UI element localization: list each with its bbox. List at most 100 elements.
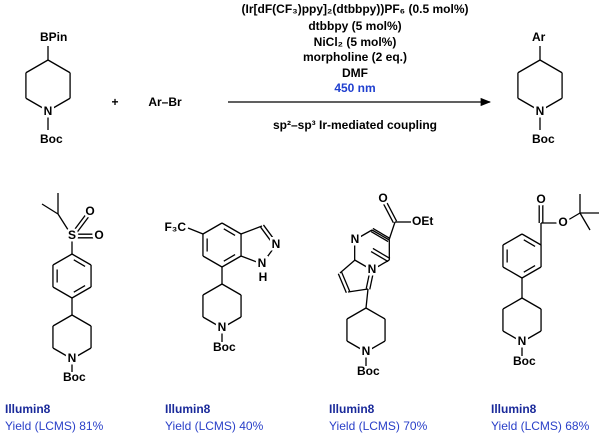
bond [240,225,263,235]
bond [354,259,373,271]
bond [502,233,523,246]
atom: N [368,262,377,276]
bond [365,340,386,353]
bond [71,253,92,266]
bond [365,288,369,309]
atom: S [68,228,76,242]
substituent: Ar [532,30,546,44]
atom: OEt [412,214,433,228]
bond [52,253,73,266]
bond [47,59,71,74]
bond [47,97,71,112]
bond [521,297,542,310]
condition: sp²–sp³ Ir-mediated coupling [273,118,437,132]
atom: N [272,237,281,251]
bond [517,97,541,112]
bond [517,59,541,74]
atom: H [259,270,268,284]
bond [354,229,373,241]
atom: N [351,232,360,246]
example-label: Illumin8 [5,402,51,416]
protecting-group: Boc [513,354,536,368]
atom: O [85,204,94,218]
structures [25,46,599,372]
bond [71,347,92,360]
plus: + [111,95,118,109]
bond [384,197,398,222]
bond [221,316,242,329]
protecting-group: Boc [532,132,555,146]
bond [539,97,563,112]
example-yield: Yield (LCMS) 70% [329,419,428,433]
bond [25,97,49,112]
bond [221,283,242,296]
atom: O [94,228,103,242]
reagent: (Ir[dF(CF₃)ppy]₂(dtbbpy))PF₆ (0.5 mol%) [242,2,469,16]
bond [202,283,223,296]
bond [370,230,389,243]
protecting-group: Boc [357,364,380,378]
bond [372,227,391,240]
atom: N [536,104,545,118]
example-label: Illumin8 [491,402,537,416]
bond [371,229,390,241]
bond [370,250,389,263]
bond [346,307,367,320]
bond [380,199,394,224]
bond [347,288,369,293]
bond [223,228,236,236]
aryl-halide: Ar–Br [148,95,182,109]
atom: O [558,215,567,229]
bond [523,239,536,247]
bond [221,255,242,268]
bond [41,203,59,215]
bond [223,254,236,262]
example-yield: Yield (LCMS) 68% [491,419,590,433]
bond [502,330,523,343]
bond [240,255,263,265]
bond [369,270,375,290]
atom: N [218,320,227,334]
bond [365,307,386,320]
bond [562,212,581,224]
bond [73,285,86,293]
atom: N [362,344,371,358]
protecting-group: Boc [213,340,236,354]
bond [523,265,536,273]
bond [502,297,523,310]
reagent: DMF [342,66,368,80]
protecting-group: Boc [40,132,63,146]
bond [521,266,542,279]
bond [539,59,563,74]
example-label: Illumin8 [165,402,211,416]
wavelength: 450 nm [334,81,375,95]
atom: N [68,351,77,365]
bond [187,227,204,235]
bond [521,330,542,343]
atom: N [258,256,267,270]
bond [57,213,73,237]
reagent: NiCl₂ (5 mol%) [314,35,397,49]
bond [262,224,278,245]
bond [52,314,73,327]
bond [339,259,356,274]
reagent: dtbbpy (5 mol%) [308,19,401,33]
bond [371,259,390,271]
bond [72,212,92,238]
bond [221,222,242,235]
bond [71,286,92,299]
example-label: Illumin8 [329,402,375,416]
reagent: morpholine (2 eq.) [303,50,407,64]
bond [260,226,276,247]
bond [71,314,92,327]
bond [70,210,90,236]
bond [73,259,86,267]
bond [521,233,542,246]
bond [202,255,223,268]
bond [261,244,277,265]
bond [202,316,223,329]
bond [25,59,49,74]
protecting-group: Boc [63,370,86,384]
bond [341,272,351,292]
